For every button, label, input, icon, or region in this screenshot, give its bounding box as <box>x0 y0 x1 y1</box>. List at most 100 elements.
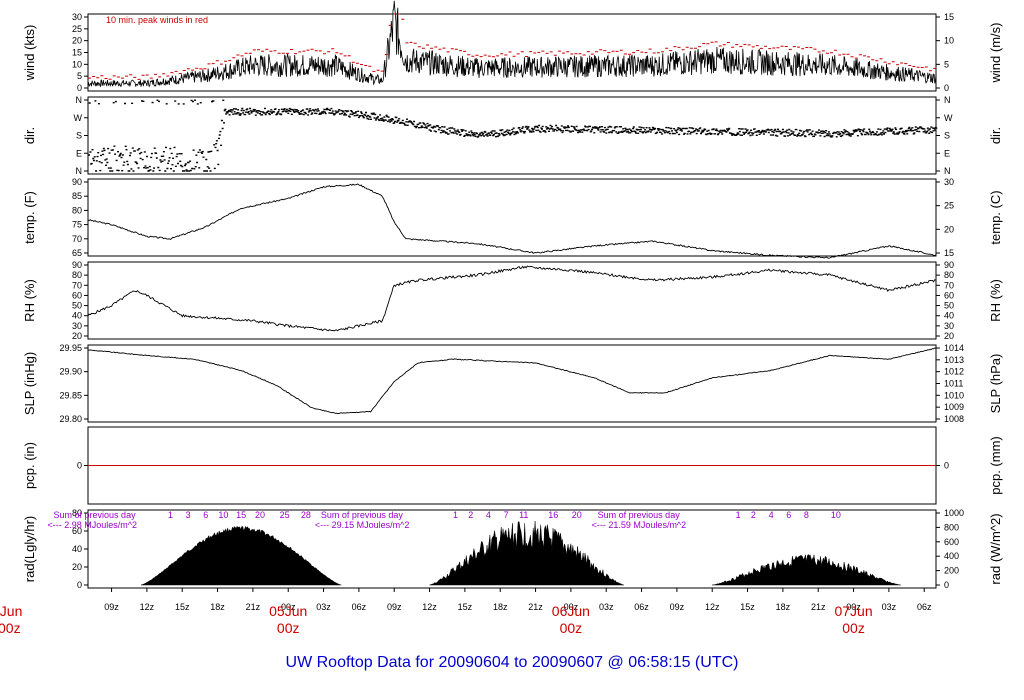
rad-tick-number: 2 <box>751 510 756 520</box>
dir-right-tick-label: S <box>944 131 950 141</box>
wind-left-label: wind (kts) <box>22 25 37 82</box>
temp-frame <box>87 178 937 257</box>
dir-left-tick-label: W <box>74 113 83 123</box>
rad-tick-number: 1 <box>453 510 458 520</box>
pcp-panel: pcp. (in) pcp. (mm) 0 0 <box>22 426 1003 505</box>
rad-right-tick-label: 400 <box>944 551 959 561</box>
rad-tick-number: 6 <box>786 510 791 520</box>
rad-panel: rad(Lgly/hr) rad (W/m^2)80604020010008006… <box>22 508 1003 590</box>
wind-right-label: wind (m/s) <box>988 23 1003 84</box>
temp-right-label: temp. (C) <box>988 190 1003 244</box>
slp-right-tick-label: 1012 <box>944 367 964 377</box>
rad-tick-number: 16 <box>548 510 558 520</box>
dir-right-tick-label: E <box>944 148 950 158</box>
rad-left-tick-label: 20 <box>72 562 82 572</box>
rad-annotation-line1: Sum of previous day <box>598 510 681 520</box>
time-tick-label: 18z <box>776 602 791 612</box>
rh-left-tick-label: 80 <box>72 270 82 280</box>
time-tick-label: 06z <box>917 602 932 612</box>
slp-right-tick-label: 1014 <box>944 343 964 353</box>
time-tick-label: 15z <box>458 602 473 612</box>
dir-left-tick-label: S <box>76 131 82 141</box>
rh-panel: RH (%) RH (%)9080706050403020908070605040… <box>22 260 1003 341</box>
dir-series <box>88 99 938 172</box>
day-label-sub: 00z <box>277 620 300 636</box>
wind-left-tick-label: 15 <box>72 48 82 58</box>
wind-right-tick-label: 0 <box>944 83 949 93</box>
rad-right-tick-label: 200 <box>944 566 959 576</box>
rh-right-tick-label: 90 <box>944 260 954 270</box>
rh-left-tick-label: 50 <box>72 301 82 311</box>
rad-annotation-line2: <--- 2.98 MJoules/m^2 <box>48 520 138 530</box>
dir-right-tick-label: W <box>944 113 953 123</box>
rad-tick-number: 28 <box>301 510 311 520</box>
rh-left-tick-label: 40 <box>72 311 82 321</box>
rad-left-tick-label: 60 <box>72 526 82 536</box>
temp-left-label: temp. (F) <box>22 191 37 244</box>
time-tick-label: 21z <box>246 602 261 612</box>
wind-left-tick-label: 10 <box>72 59 82 69</box>
rad-right-tick-label: 600 <box>944 537 959 547</box>
temp-series <box>87 183 937 259</box>
rh-left-tick-label: 30 <box>72 321 82 331</box>
day-label: 05Jun <box>269 603 307 619</box>
wind-left-tick-label: 0 <box>77 83 82 93</box>
rad-annotation-line1: Sum of previous day <box>54 510 137 520</box>
rad-left-tick-label: 40 <box>72 544 82 554</box>
wind-left-tick-label: 30 <box>72 12 82 22</box>
rad-tick-number: 10 <box>831 510 841 520</box>
wind-left-tick-label: 25 <box>72 24 82 34</box>
pcp-right-tick-label: 0 <box>944 461 949 471</box>
slp-right-tick-label: 1013 <box>944 355 964 365</box>
temp-panel: temp. (F) temp. (C) 90 85 80 75 70 65 30 25 20 15 <box>22 177 1003 259</box>
slp-series <box>87 347 937 414</box>
rad-day-area <box>429 520 624 586</box>
time-tick-label: 03z <box>882 602 897 612</box>
pcp-left-tick-label: 0 <box>77 461 82 471</box>
time-tick-label: 18z <box>210 602 225 612</box>
time-tick-label: 12z <box>705 602 720 612</box>
day-label-sub: 00z <box>560 620 583 636</box>
rh-right-tick-label: 60 <box>944 290 954 300</box>
dir-left-label: dir. <box>22 127 37 144</box>
day-label: 4Jun <box>0 603 22 619</box>
time-tick-label: 15z <box>175 602 190 612</box>
wind-right-tick-label: 10 <box>944 36 954 46</box>
rh-right-tick-label: 40 <box>944 311 954 321</box>
rad-annotation-line2: <--- 29.15 MJoules/m^2 <box>315 520 410 530</box>
time-tick-label: 06z <box>352 602 367 612</box>
dir-left-tick-label: E <box>76 148 82 158</box>
rad-day-area <box>712 553 901 586</box>
pcp-left-label: pcp. (in) <box>22 442 37 489</box>
time-tick-label: 03z <box>599 602 614 612</box>
slp-left-tick-label: 29.80 <box>59 414 82 424</box>
day-label: 07Jun <box>834 603 872 619</box>
time-tick-label: 00z <box>564 602 579 612</box>
day-label: 06Jun <box>552 603 590 619</box>
dir-right-tick-label: N <box>944 166 951 176</box>
time-tick-label: 21z <box>528 602 543 612</box>
time-tick-label: 00z <box>281 602 296 612</box>
rad-left-label: rad(Lgly/hr) <box>22 516 37 582</box>
day-label-sub: 00z <box>0 620 21 636</box>
temp-left-tick-label: 65 <box>72 248 82 258</box>
rad-tick-number: 6 <box>203 510 208 520</box>
rh-right-tick-label: 50 <box>944 301 954 311</box>
rh-left-tick-label: 20 <box>72 331 82 341</box>
panels-layer: wind (kts) wind (m/s)30252015105015105010… <box>22 0 1003 590</box>
slp-right-tick-label: 1008 <box>944 414 964 424</box>
time-axis: 09z 12z 15z 18z 21z 00z 03z 06z 09z 12z 15z 18z 21z 0… <box>0 588 932 636</box>
rad-tick-number: 1 <box>168 510 173 520</box>
rad-tick-number: 3 <box>186 510 191 520</box>
rad-tick-number: 8 <box>804 510 809 520</box>
slp-right-tick-label: 1010 <box>944 390 964 400</box>
rad-day-area <box>140 525 342 586</box>
rad-annotation-line1: Sum of previous day <box>321 510 404 520</box>
temp-left-tick-label: 85 <box>72 191 82 201</box>
rad-tick-number: 1 <box>736 510 741 520</box>
rad-tick-number: 4 <box>486 510 491 520</box>
time-tick-label: 18z <box>493 602 508 612</box>
slp-right-tick-label: 1009 <box>944 402 964 412</box>
temp-right-tick-label: 20 <box>944 224 954 234</box>
